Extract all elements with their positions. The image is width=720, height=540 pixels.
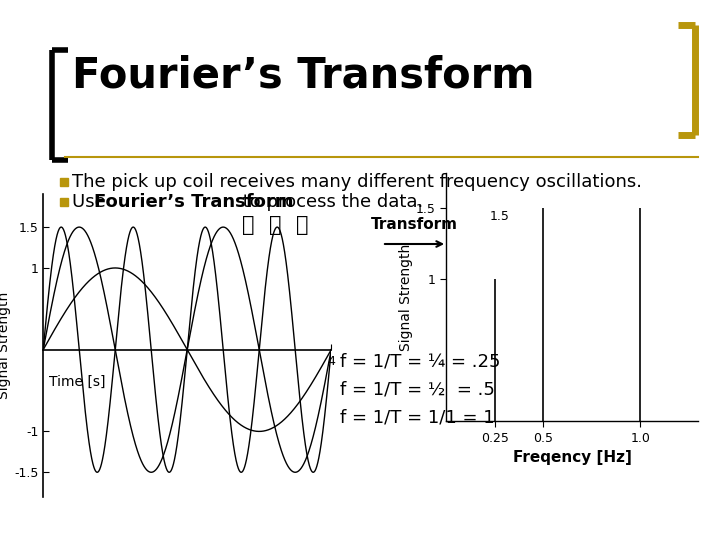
Text: 🔊: 🔊: [242, 215, 254, 235]
Text: Use: Use: [72, 193, 112, 211]
Text: Fourier’s Transform: Fourier’s Transform: [94, 193, 294, 211]
Text: 🔉: 🔉: [269, 215, 282, 235]
Text: Time [s]: Time [s]: [49, 375, 105, 389]
Text: Transform: Transform: [371, 217, 457, 232]
Y-axis label: Signal Strength: Signal Strength: [0, 292, 12, 399]
X-axis label: Freqency [Hz]: Freqency [Hz]: [513, 450, 632, 465]
Text: f = 1/T = ¼ = .25: f = 1/T = ¼ = .25: [340, 353, 500, 371]
Y-axis label: Signal Strength: Signal Strength: [400, 244, 413, 350]
Text: Fourier’s Transform: Fourier’s Transform: [72, 54, 534, 96]
Text: to process the data.: to process the data.: [237, 193, 423, 211]
Text: f = 1/T = 1/1 = 1: f = 1/T = 1/1 = 1: [340, 409, 495, 427]
Text: f = 1/T = ½  = .5: f = 1/T = ½ = .5: [340, 381, 495, 399]
Text: The pick up coil receives many different frequency oscillations.: The pick up coil receives many different…: [72, 173, 642, 191]
Text: 1.5: 1.5: [490, 211, 510, 224]
Text: 🔈: 🔈: [296, 215, 308, 235]
